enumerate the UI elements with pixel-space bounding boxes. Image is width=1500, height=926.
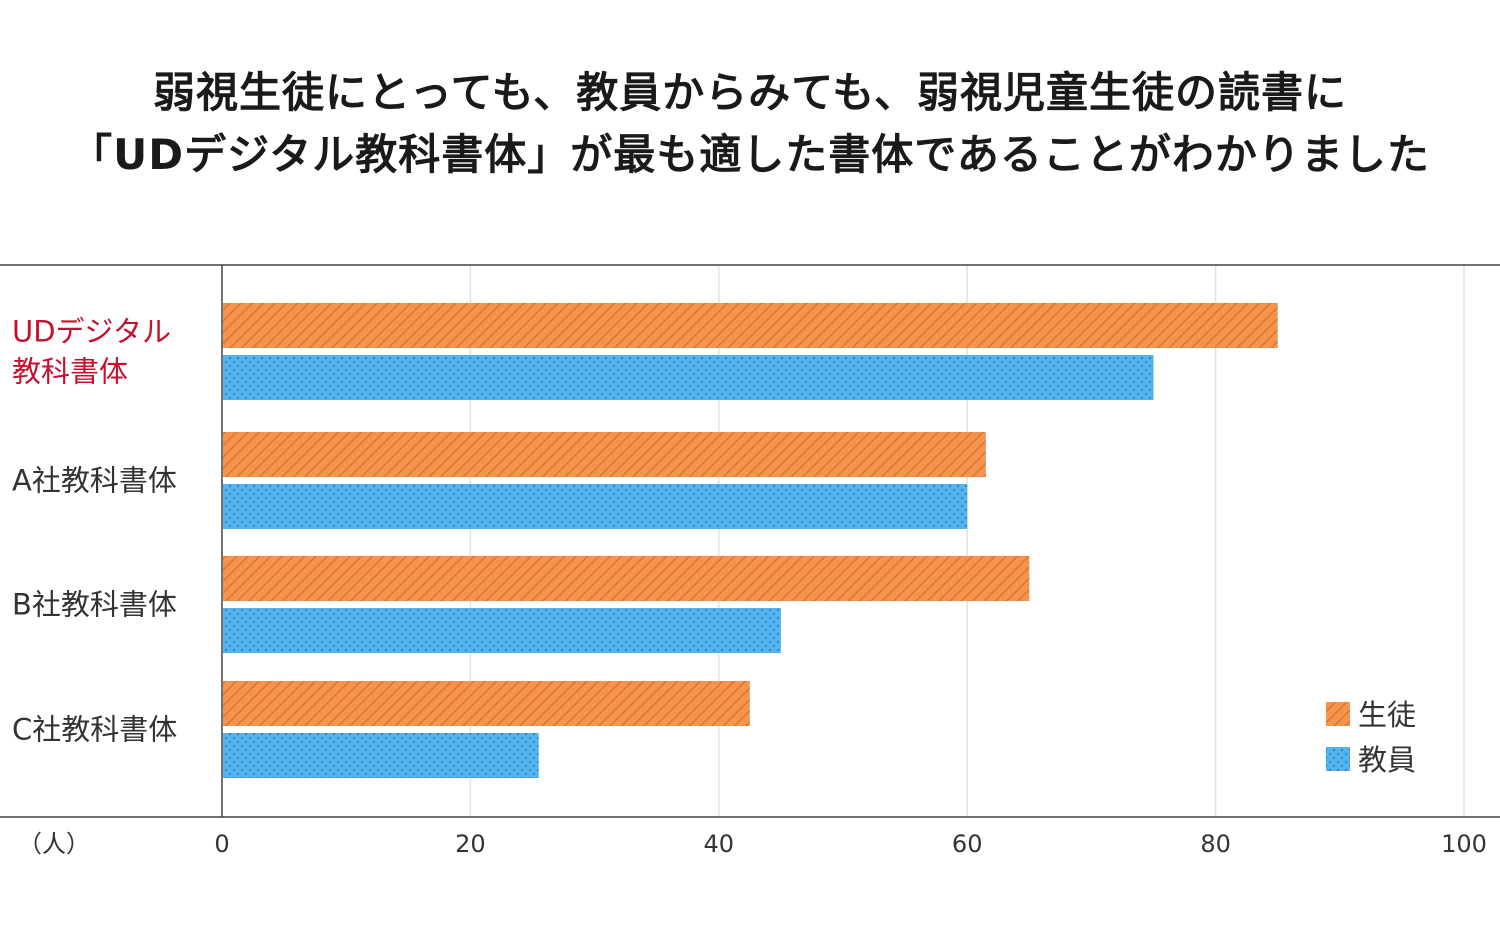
bar-teacher-0 (223, 355, 1154, 400)
bar-student-2 (223, 556, 1030, 601)
tick-labels: 0 20 40 60 80 100 （人） (18, 830, 1487, 858)
x-tick-label: 40 (704, 830, 735, 858)
bar-teacher-1 (223, 484, 968, 529)
x-tick-label: 60 (952, 830, 983, 858)
category-label: C社教科書体 (12, 713, 177, 747)
chart-title-line-1: 弱視生徒にとっても、教員からみても、弱視児童生徒の読書に (153, 68, 1347, 117)
legend-label-student: 生徒 (1358, 698, 1416, 732)
category-label: 教科書体 (12, 355, 128, 389)
category-label: A社教科書体 (12, 464, 177, 498)
bar-teacher-3 (223, 733, 539, 778)
bar-student-1 (223, 432, 986, 477)
x-tick-label: 20 (455, 830, 486, 858)
legend-label-teacher: 教員 (1358, 743, 1416, 777)
category-labels: UDデジタル教科書体 A社教科書体 B社教科書体 C社教科書体 (12, 315, 177, 747)
x-tick-label: 0 (214, 830, 229, 858)
axes (0, 264, 1500, 818)
bars (223, 303, 1278, 778)
category-label: B社教科書体 (12, 588, 177, 622)
unit-label: （人） (18, 830, 90, 858)
legend-swatch-teacher (1326, 747, 1350, 771)
bar-student-3 (223, 681, 750, 726)
chart-title: 弱視生徒にとっても、教員からみても、弱視児童生徒の読書に 「UDデジタル教科書体… (0, 62, 1500, 186)
bar-teacher-2 (223, 608, 781, 653)
x-tick-label: 80 (1200, 830, 1231, 858)
bar-student-0 (223, 303, 1278, 348)
category-label: UDデジタル (12, 315, 171, 349)
x-tick-label: 100 (1441, 830, 1487, 858)
legend-swatch-student (1326, 702, 1350, 726)
chart-title-line-2: 「UDデジタル教科書体」が最も適した書体であることがわかりました (70, 130, 1430, 179)
